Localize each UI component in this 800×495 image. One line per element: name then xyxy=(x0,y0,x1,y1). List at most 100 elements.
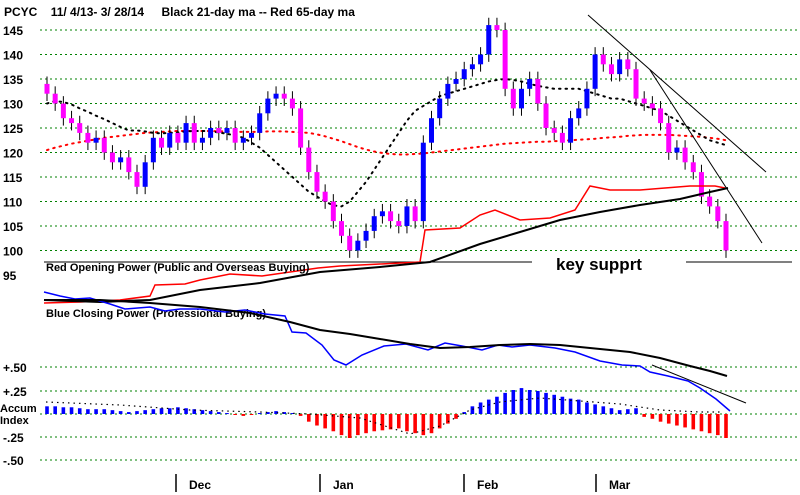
accum-bar xyxy=(233,414,237,415)
candle-body xyxy=(257,113,263,133)
candle-body xyxy=(576,108,582,119)
candle-body xyxy=(118,157,124,163)
accum-bar xyxy=(306,414,311,422)
candle-body xyxy=(420,142,426,222)
candle-body xyxy=(682,147,688,163)
accum-bar xyxy=(495,396,499,414)
candle-body xyxy=(273,93,279,99)
accum-bar xyxy=(413,414,417,434)
accum-bar xyxy=(560,396,565,414)
candle-body xyxy=(649,103,655,109)
candle-body xyxy=(175,132,181,143)
candle-body xyxy=(584,88,590,109)
accum-bar xyxy=(650,414,655,419)
candle-body xyxy=(281,93,287,99)
candle-body xyxy=(347,235,353,251)
ma21-line xyxy=(46,77,727,208)
accum-bar xyxy=(323,414,327,429)
candle-body xyxy=(658,108,664,124)
price-tick-label: 130 xyxy=(3,98,23,112)
candle-body xyxy=(461,69,467,79)
accum-bar xyxy=(372,414,377,432)
accum-bar xyxy=(290,413,295,415)
accum-label-1: Accum xyxy=(0,403,37,415)
accum-bar xyxy=(527,390,532,414)
accum-bar xyxy=(724,414,728,438)
accum-bar xyxy=(683,414,687,428)
candle-body xyxy=(101,137,107,153)
candle-body xyxy=(551,128,557,133)
candle-body xyxy=(723,221,729,251)
candle-body xyxy=(412,206,418,222)
accum-bar xyxy=(454,414,458,419)
candle-body xyxy=(494,25,500,30)
accum-bar xyxy=(634,408,638,414)
accum-bar xyxy=(274,411,278,414)
candle-body xyxy=(216,128,222,133)
candle-body xyxy=(126,157,132,173)
accum-bar xyxy=(94,409,98,414)
price-tick-label: 140 xyxy=(3,49,23,63)
ma21-path xyxy=(46,77,727,208)
candle-body xyxy=(543,103,549,128)
candle-body xyxy=(486,25,492,55)
accum-bar xyxy=(118,411,123,414)
candle-body xyxy=(44,83,50,94)
accum-bar xyxy=(127,412,131,414)
month-label: Jan xyxy=(333,478,354,492)
accum-bar xyxy=(486,399,491,414)
key-support-label: key supprt xyxy=(556,255,642,274)
accum-bar xyxy=(707,414,712,434)
accum-bar xyxy=(421,414,426,436)
price-tick-label: 105 xyxy=(3,220,23,234)
accum-bar xyxy=(331,414,336,432)
price-tick-label: 120 xyxy=(3,147,23,161)
candle-body xyxy=(559,132,565,143)
price-tick-label: 100 xyxy=(3,245,23,259)
accum-bar xyxy=(364,414,368,434)
accum-bar xyxy=(143,410,147,414)
candle-body xyxy=(69,118,75,124)
candle-body xyxy=(249,132,255,138)
candle-body xyxy=(625,59,631,70)
candle-body xyxy=(404,206,410,226)
trendline-upper xyxy=(587,14,767,173)
price-tick-label: 115 xyxy=(3,171,23,185)
candle-body xyxy=(134,172,140,187)
accum-bar xyxy=(315,414,319,426)
candle-body xyxy=(167,132,173,148)
candle-body xyxy=(355,240,361,251)
accum-bar xyxy=(552,394,557,414)
blue-closing-power-line xyxy=(43,291,731,412)
chart-symbol: PCYC xyxy=(4,5,38,19)
accum-bar xyxy=(576,399,581,414)
candle-body xyxy=(518,88,524,109)
candle-body xyxy=(208,128,214,138)
accum-bar xyxy=(388,414,393,430)
price-candles xyxy=(44,17,729,258)
accum-bar xyxy=(544,392,548,414)
candle-body xyxy=(445,83,451,99)
accum-bar xyxy=(282,412,287,414)
accum-bar xyxy=(568,398,573,414)
blue-power-label: Blue Closing Power (Professional Buying) xyxy=(46,308,266,320)
accum-bar xyxy=(699,414,704,432)
candle-body xyxy=(85,132,91,143)
candle-body xyxy=(608,64,614,75)
accum-bar xyxy=(208,411,213,414)
accum-bar xyxy=(437,414,442,429)
candle-body xyxy=(535,79,541,104)
candle-body xyxy=(396,221,402,226)
candle-body xyxy=(159,137,165,148)
candle-body xyxy=(289,98,295,109)
accum-bar xyxy=(519,388,524,414)
accum-bar xyxy=(675,414,679,426)
accum-bar xyxy=(176,407,180,414)
accum-bar xyxy=(241,414,246,416)
month-label: Mar xyxy=(609,478,631,492)
accum-bar xyxy=(380,414,385,431)
accum-bar xyxy=(716,414,720,436)
candle-body xyxy=(379,211,385,217)
candle-body xyxy=(707,196,713,207)
